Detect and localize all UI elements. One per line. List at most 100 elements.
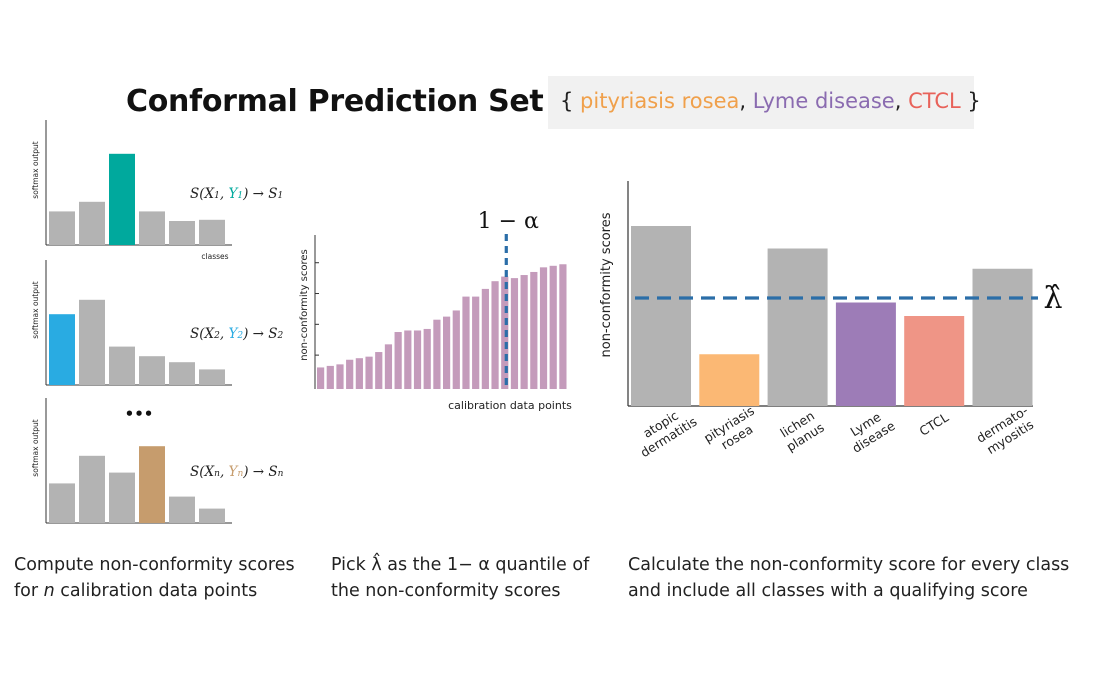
calibration-bar [472, 296, 480, 389]
caption-right-line2: and include all classes with a qualifyin… [628, 581, 1028, 601]
set-close-brace: } [960, 89, 981, 113]
softmax-bar [49, 483, 75, 523]
softmax-bar [79, 299, 105, 385]
softmax-bar [169, 362, 195, 385]
calibration-bar [404, 330, 412, 389]
calibration-bar [452, 310, 460, 389]
softmax-bar [109, 153, 135, 245]
set-separator: , [894, 89, 909, 113]
softmax-bar [79, 201, 105, 245]
caption-left-n: n [43, 581, 55, 601]
calibration-bar [559, 264, 567, 389]
class-bar [835, 302, 896, 406]
formula-part: 1 [278, 191, 284, 201]
caption-middle-text: Pick [331, 555, 372, 575]
softmax-bar [139, 446, 165, 523]
softmax-bar [49, 314, 75, 385]
calibration-bar [539, 267, 548, 389]
set-item-pityriasis-rosea: pityriasis rosea [580, 89, 740, 113]
calibration-bar [346, 359, 354, 389]
class-bar [904, 316, 965, 406]
prediction-set-box [548, 76, 974, 129]
softmax-bar [169, 496, 195, 523]
softmax-bar [109, 346, 135, 385]
y-axis-label: non-conformity scores [599, 212, 614, 357]
set-item-lyme-disease: Lyme disease [752, 89, 895, 113]
caption-middle-lambda: λ̂ [371, 555, 382, 575]
calibration-bar [384, 344, 393, 389]
softmax-bar [49, 211, 75, 245]
caption-right-line1: Calculate the non-conformity score for e… [628, 555, 1070, 575]
y-axis-label: softmax output [31, 281, 40, 338]
calibration-bar [355, 358, 363, 389]
formula-part: ) → S [242, 326, 277, 342]
calibration-bar [317, 367, 325, 389]
calibration-bar [336, 364, 344, 389]
formula-part: S(X [190, 326, 216, 342]
x-axis-label: calibration data points [448, 399, 572, 412]
caption-left-text: for [14, 581, 44, 601]
formula-part: Y [228, 326, 238, 342]
calibration-scores-chart: 1 − α non-conformity scores calibration da… [299, 209, 572, 412]
ellipsis: ••• [125, 405, 154, 423]
class-scores-chart: atopicdermatitis pityriasisrosea lichenpla… [599, 181, 1063, 460]
score-formula: S(X1, Y1) → S1 [190, 186, 283, 202]
caption-left-text-end: calibration data points [54, 581, 258, 601]
class-bar [631, 226, 691, 406]
calibration-bar [394, 332, 402, 389]
calibration-bar [510, 278, 519, 389]
formula-part: n [237, 469, 243, 479]
class-bar [699, 354, 760, 406]
calibration-bar [423, 328, 431, 389]
calibration-bar [520, 275, 528, 389]
class-label: CTCL [917, 410, 952, 439]
class-label: lichenplanus [776, 407, 827, 454]
calibration-bar [481, 288, 489, 389]
calibration-bar [462, 296, 470, 389]
softmax-bar [199, 219, 225, 245]
formula-part: n [214, 469, 220, 479]
softmax-bar [139, 356, 165, 385]
formula-part: Y [229, 464, 239, 480]
formula-part: 1 [237, 191, 243, 201]
formula-part: 2 [213, 331, 220, 341]
y-axis-label: non-conformity scores [299, 249, 310, 361]
prediction-set: { pityriasis rosea, Lyme disease, CTCL } [560, 89, 981, 113]
class-label: dermato-myositis [974, 403, 1039, 459]
set-item-ctcl: CTCL [908, 89, 961, 113]
x-axis-label: classes [201, 252, 228, 261]
caption-left-line2: for n calibration data points [14, 578, 295, 604]
class-bar [767, 248, 828, 406]
formula-part: , [220, 186, 229, 202]
softmax-bar [169, 221, 195, 245]
calibration-bar [326, 365, 334, 389]
formula-part: 2 [236, 331, 243, 341]
threshold-label: λ̂ [1043, 281, 1062, 316]
class-label-line1: CTCL [917, 410, 952, 439]
caption-middle-line2: the non-conformity scores [331, 581, 561, 601]
caption-middle-line1: Pick λ̂ as the 1− α quantile of [331, 552, 589, 578]
caption-middle-text-end: as the 1− α quantile of [381, 555, 590, 575]
formula-part: Y [228, 186, 238, 202]
softmax-bar [199, 508, 225, 523]
formula-part: 1 [214, 191, 220, 201]
calibration-bar [365, 356, 373, 389]
quantile-label: 1 − α [478, 209, 539, 234]
calibration-bar [491, 281, 499, 389]
formula-part: , [220, 326, 229, 342]
softmax-bar [199, 369, 225, 385]
caption-right: Calculate the non-conformity score for e… [628, 552, 1069, 604]
formula-part: S(X [190, 186, 216, 202]
calibration-bar [443, 316, 451, 389]
calibration-bar [530, 271, 538, 389]
set-separator: , [739, 89, 753, 113]
caption-left: Compute non-conformity scores for n cali… [14, 552, 295, 604]
formula-part: , [220, 464, 229, 480]
caption-left-line1: Compute non-conformity scores [14, 555, 295, 575]
calibration-bar [549, 265, 557, 389]
set-open-brace: { [560, 89, 581, 113]
formula-part: ) → S [242, 186, 277, 202]
class-label: pityriasisrosea [701, 403, 765, 458]
y-axis-label: softmax output [31, 419, 40, 476]
